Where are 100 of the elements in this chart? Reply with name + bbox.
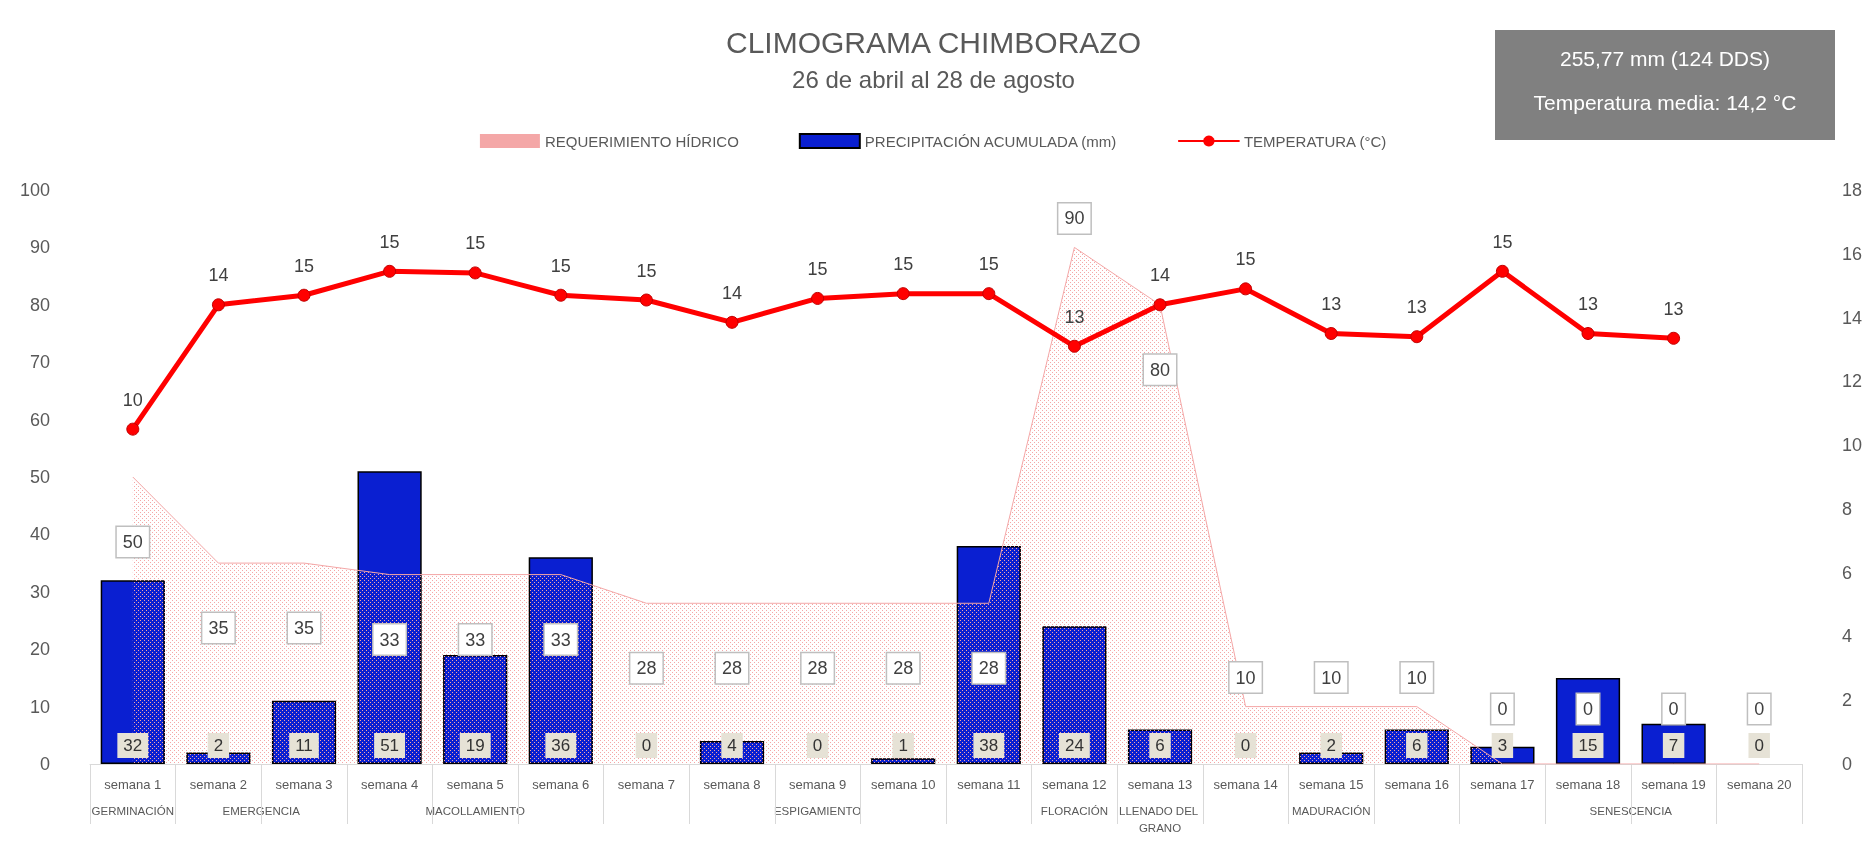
- y-tick-label: 10: [29, 696, 50, 717]
- data-label: 15: [1235, 249, 1256, 270]
- data-label: 10: [1235, 667, 1256, 688]
- y-tick-label: 60: [29, 409, 50, 430]
- text: 255,77 mm (124 DDS): [1559, 47, 1771, 70]
- data-label: 0: [1582, 699, 1594, 719]
- data-label: 15: [636, 260, 657, 281]
- data-label: 28: [978, 658, 999, 679]
- data-label: 15: [465, 233, 486, 254]
- data-label: 10: [1406, 667, 1427, 688]
- data-label: 0: [1240, 736, 1251, 755]
- y-tick-label: 0: [39, 754, 50, 774]
- data-label: 0: [812, 736, 823, 755]
- y2-tick-label: 12: [1842, 371, 1863, 392]
- data-label: 28: [807, 658, 828, 679]
- chart-subtitle: 26 de abril al 28 de agosto: [792, 65, 1075, 93]
- data-label: 15: [1578, 736, 1598, 755]
- data-label: 14: [1149, 265, 1171, 286]
- y2-tick-label: 2: [1842, 690, 1853, 711]
- x-tick-label: semana 9: [789, 777, 847, 792]
- y-tick-label: 50: [29, 467, 50, 487]
- y2-tick-label: 14: [1842, 307, 1863, 328]
- x-tick-label: semana 16: [1384, 777, 1449, 792]
- y-tick-label: 70: [29, 352, 50, 373]
- y-tick-label: 20: [29, 639, 50, 660]
- text: MACOLLAMIENTO: [425, 804, 525, 817]
- data-label: 6: [1412, 736, 1422, 755]
- data-label: 0: [1754, 699, 1765, 719]
- data-label: 15: [978, 254, 999, 275]
- data-label: 0: [1668, 699, 1679, 719]
- text: GERMINACIÓN: [91, 804, 175, 817]
- x-tick-label: semana 2: [189, 777, 247, 792]
- text: MADURACIÓN: [1291, 804, 1371, 817]
- x-tick-label: semana 4: [361, 777, 419, 792]
- data-label: 15: [293, 255, 315, 276]
- data-label: 35: [208, 618, 229, 639]
- x-tick-label: semana 3: [275, 777, 333, 792]
- x-tick-label: semana 15: [1299, 777, 1364, 792]
- text: Temperatura media: 14,2 °C: [1533, 91, 1797, 114]
- x-tick-label: semana 10: [871, 777, 936, 792]
- data-label: 14: [721, 282, 743, 303]
- x-tick-label: semana 19: [1641, 777, 1706, 792]
- data-label: 33: [379, 629, 400, 650]
- y2-tick-label: 10: [1842, 435, 1863, 456]
- text: SENESCENCIA: [1589, 804, 1673, 817]
- data-label: 13: [1663, 298, 1684, 319]
- data-label: 4: [727, 736, 737, 755]
- data-label: 28: [893, 658, 914, 679]
- text: FLORACIÓN: [1040, 804, 1108, 817]
- data-label: 0: [641, 736, 652, 755]
- data-label: 10: [122, 389, 143, 410]
- data-label: 50: [122, 532, 143, 552]
- data-label: 0: [1497, 699, 1508, 719]
- text: LLENADO DEL GRANO: [1118, 804, 1202, 834]
- data-label: 33: [550, 629, 571, 650]
- x-tick-label: semana 13: [1127, 777, 1193, 792]
- data-label: 24: [1064, 736, 1084, 755]
- y2-tick-label: 0: [1842, 754, 1853, 774]
- data-label: 19: [465, 736, 485, 755]
- x-tick-label: semana 20: [1727, 777, 1792, 792]
- data-label: 15: [893, 254, 914, 275]
- data-label: 36: [551, 736, 571, 755]
- data-label: 14: [208, 265, 229, 286]
- legend-label: PRECIPITACIÓN ACUMULADA (mm): [864, 132, 1117, 150]
- y-tick-label: 40: [29, 524, 50, 545]
- data-label: 11: [295, 736, 313, 755]
- data-label: 15: [550, 255, 571, 276]
- x-tick-label: semana 1: [104, 777, 162, 792]
- x-tick-label: semana 7: [617, 777, 675, 792]
- x-tick-label: semana 5: [446, 777, 504, 792]
- x-tick-label: semana 11: [957, 777, 1021, 792]
- y2-tick-label: 4: [1842, 626, 1853, 647]
- data-label: 28: [636, 658, 657, 679]
- data-label: 0: [1754, 736, 1764, 755]
- data-label: 35: [293, 618, 315, 639]
- data-label: 28: [721, 658, 743, 679]
- data-label: 3: [1497, 736, 1508, 755]
- data-label: 90: [1064, 208, 1085, 229]
- data-label: 33: [465, 629, 486, 650]
- x-tick-label: semana 12: [1042, 777, 1107, 792]
- x-tick-label: semana 18: [1555, 777, 1621, 792]
- data-label: 6: [1155, 736, 1165, 755]
- y-tick-label: 100: [19, 180, 50, 200]
- chart-title: CLIMOGRAMA CHIMBORAZO: [725, 25, 1142, 59]
- x-tick-label: semana 8: [703, 777, 761, 792]
- data-label: 32: [123, 736, 143, 755]
- y2-tick-label: 8: [1842, 498, 1853, 519]
- data-label: 15: [807, 258, 828, 279]
- data-label: 15: [379, 231, 400, 252]
- y-tick-label: 30: [29, 581, 50, 602]
- x-tick-label: semana 17: [1470, 777, 1535, 792]
- x-tick-label: semana 6: [532, 777, 590, 792]
- legend-label: REQUERIMIENTO HÍDRICO: [544, 132, 739, 150]
- data-label: 15: [1492, 231, 1513, 252]
- text: EMERGENCIA: [222, 804, 301, 817]
- data-label: 7: [1668, 736, 1679, 755]
- data-label: 2: [213, 736, 224, 755]
- text: ESPIGAMIENTO: [773, 804, 862, 817]
- y-tick-label: 80: [29, 294, 50, 315]
- data-label: 13: [1064, 306, 1085, 327]
